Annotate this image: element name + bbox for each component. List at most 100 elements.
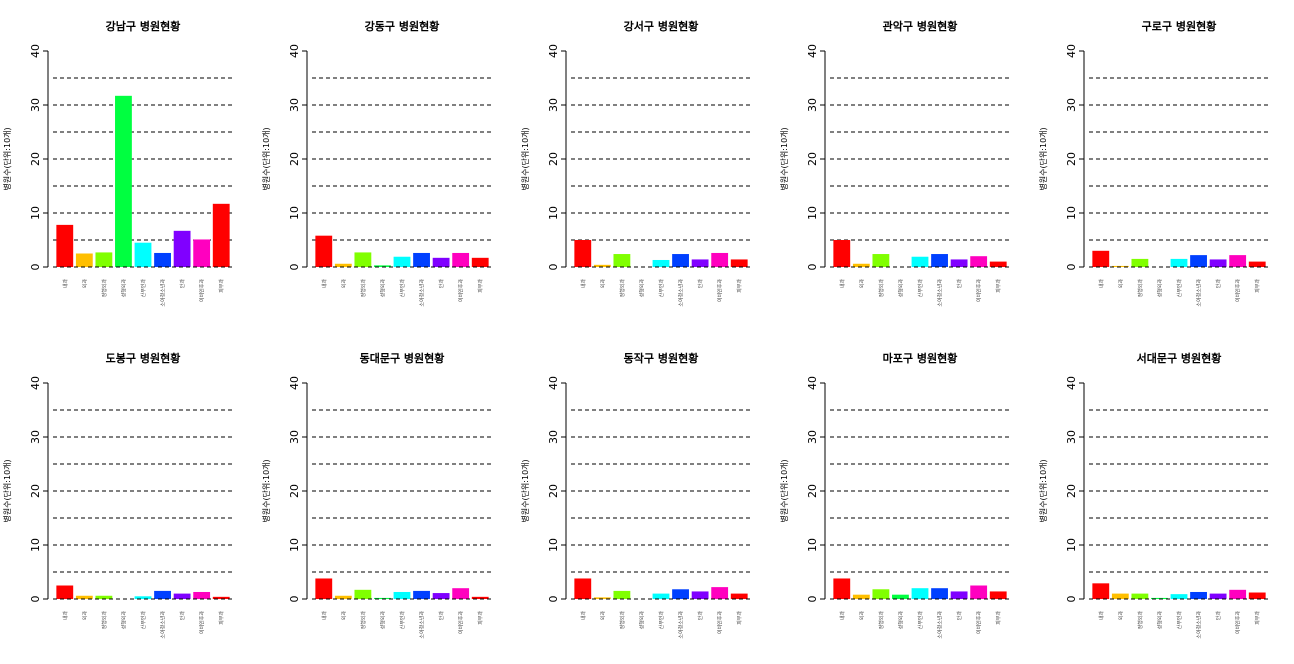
bar	[1111, 593, 1129, 599]
x-tick-label: 산부인과	[1176, 611, 1183, 630]
bar	[75, 253, 93, 267]
bar	[1248, 261, 1266, 267]
bar	[989, 261, 1007, 267]
y-axis-label: 병원수(단위:10개)	[1038, 127, 1048, 190]
bar	[95, 595, 113, 599]
x-tick-label: 이비인후과	[1235, 611, 1242, 634]
bar	[193, 591, 211, 599]
x-tick-label: 내과	[1098, 611, 1105, 621]
bar	[354, 589, 372, 599]
y-axis-label: 병원수(단위:10개)	[520, 459, 530, 522]
bar	[970, 585, 988, 599]
x-tick-label: 내과	[580, 611, 587, 621]
x-tick-label: 산부인과	[140, 279, 147, 298]
x-tick-label: 소아청소년과	[678, 611, 685, 639]
y-axis-label: 병원수(단위:10개)	[779, 459, 789, 522]
chart-title: 강동구 병원현황	[365, 19, 440, 33]
bar	[315, 235, 333, 267]
x-tick-label: 정형외과	[1137, 611, 1144, 630]
chart-title: 강남구 병원현황	[106, 19, 181, 33]
y-tick-label: 0	[288, 264, 301, 271]
y-tick-label: 20	[806, 484, 819, 498]
y-tick-label: 10	[288, 206, 301, 220]
x-tick-label: 소아청소년과	[1196, 611, 1203, 639]
x-tick-label: 정형외과	[101, 279, 108, 298]
y-tick-label: 40	[1065, 376, 1078, 390]
chart-panel: 마포구 병원현황 병원수(단위:10개) 0 10 20 30 40 내과 외과 정형외과 성형외과…	[777, 332, 1036, 664]
x-tick-label: 피부과	[218, 611, 225, 625]
chart-title: 마포구 병원현황	[883, 351, 958, 365]
y-axis-label: 병원수(단위:10개)	[2, 127, 12, 190]
bar	[1131, 593, 1149, 599]
x-tick-label: 이비인후과	[199, 611, 206, 634]
x-tick-label: 피부과	[736, 279, 743, 293]
x-tick-label: 이비인후과	[976, 279, 983, 302]
y-tick-label: 20	[1065, 484, 1078, 498]
bar	[1190, 591, 1207, 599]
x-tick-label: 정형외과	[619, 279, 626, 298]
bar	[730, 259, 748, 267]
bar	[154, 590, 171, 599]
bar	[154, 252, 171, 267]
x-tick-label: 성형외과	[120, 279, 127, 298]
x-tick-label: 안과	[697, 279, 704, 289]
x-tick-label: 피부과	[1254, 279, 1261, 293]
y-tick-label: 20	[547, 484, 560, 498]
y-tick-label: 10	[547, 206, 560, 220]
y-tick-label: 0	[1065, 596, 1078, 603]
x-tick-label: 소아청소년과	[1196, 279, 1203, 307]
bar	[672, 589, 689, 599]
y-tick-label: 40	[547, 44, 560, 58]
x-tick-label: 이비인후과	[976, 611, 983, 634]
bar	[452, 588, 470, 599]
y-tick-label: 10	[806, 538, 819, 552]
y-tick-label: 30	[806, 430, 819, 444]
bar	[56, 224, 74, 267]
bar	[1092, 250, 1110, 267]
x-tick-label: 성형외과	[638, 279, 645, 298]
bar	[970, 256, 988, 267]
x-tick-label: 산부인과	[917, 611, 924, 630]
x-tick-label: 정형외과	[360, 279, 367, 298]
bar	[374, 265, 391, 267]
bar	[452, 252, 470, 267]
x-tick-label: 성형외과	[638, 611, 645, 630]
x-tick-label: 정형외과	[360, 611, 367, 630]
y-tick-label: 40	[288, 44, 301, 58]
x-tick-label: 안과	[956, 279, 963, 289]
chart-panel: 강동구 병원현황 병원수(단위:10개) 0 10 20 30 40 내과 외과 정형외과 성형외과…	[259, 0, 518, 332]
y-tick-label: 20	[1065, 152, 1078, 166]
x-tick-label: 내과	[580, 279, 587, 289]
bar	[75, 595, 93, 599]
bar	[950, 591, 968, 599]
bar	[134, 596, 152, 599]
y-tick-label: 30	[806, 98, 819, 112]
bar	[672, 254, 689, 267]
y-tick-label: 20	[29, 152, 42, 166]
x-tick-label: 성형외과	[1156, 611, 1163, 630]
y-tick-label: 10	[806, 206, 819, 220]
x-tick-label: 산부인과	[658, 279, 665, 298]
bar	[652, 259, 670, 267]
bar	[393, 591, 411, 599]
x-tick-label: 외과	[81, 611, 88, 621]
chart-title: 강서구 병원현황	[624, 19, 699, 33]
bar	[711, 252, 729, 267]
x-tick-label: 안과	[1215, 611, 1222, 621]
x-tick-label: 내과	[839, 611, 846, 621]
y-tick-label: 40	[1065, 44, 1078, 58]
bar	[931, 254, 948, 267]
chart-title: 도봉구 병원현황	[106, 351, 181, 365]
y-tick-label: 30	[547, 430, 560, 444]
x-tick-label: 외과	[340, 611, 347, 621]
y-tick-label: 10	[1065, 538, 1078, 552]
x-tick-label: 이비인후과	[1235, 279, 1242, 302]
bar	[1248, 592, 1266, 599]
bar	[1170, 258, 1188, 267]
y-axis-label: 병원수(단위:10개)	[1038, 459, 1048, 522]
y-tick-label: 10	[29, 206, 42, 220]
